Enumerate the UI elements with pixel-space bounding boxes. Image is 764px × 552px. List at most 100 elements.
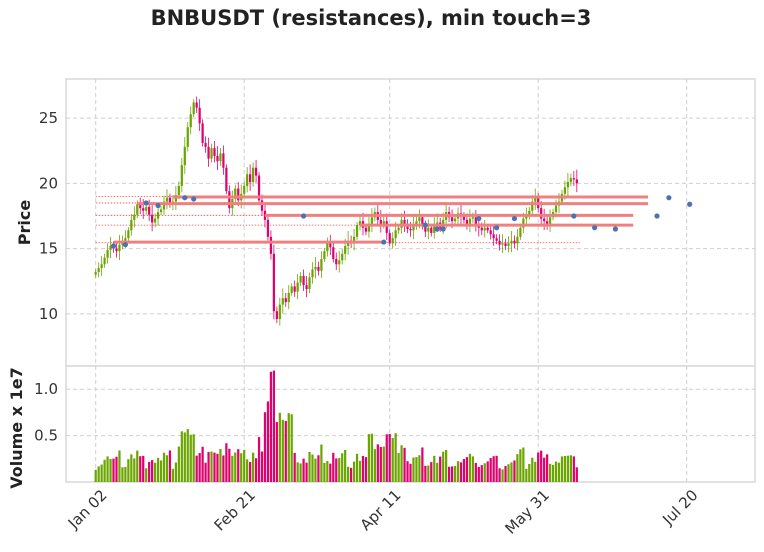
candle-body (246, 174, 249, 186)
candle-body (498, 240, 501, 245)
candle-body (142, 208, 145, 211)
candle-body (180, 165, 183, 186)
volume-bar (492, 456, 495, 482)
candle-body (507, 243, 510, 246)
volume-bar (231, 455, 234, 482)
candle-body (320, 259, 323, 271)
candle-body (385, 221, 388, 233)
volume-bar (308, 451, 311, 482)
volume-bar (266, 401, 270, 482)
candle-body (183, 146, 186, 166)
candle-body (94, 272, 97, 275)
candle-body (305, 285, 308, 290)
candle-body (513, 240, 516, 244)
candle-body (465, 219, 469, 224)
volume-bar (516, 454, 519, 482)
volume-bar (225, 443, 228, 482)
volume-bar (139, 456, 142, 482)
touch-point (612, 226, 619, 232)
candle-body (254, 167, 258, 176)
volume-bar (115, 456, 118, 482)
candle-body (545, 221, 549, 226)
volume-bar (489, 458, 492, 482)
candle-body (100, 264, 103, 269)
volume-bar (551, 464, 555, 482)
volume-bar (228, 448, 231, 482)
volume-bar (177, 446, 180, 482)
candle-body (222, 153, 225, 168)
touch-point (494, 225, 500, 231)
volume-bar (254, 458, 258, 482)
candle-body (489, 230, 492, 235)
volume-bars (94, 370, 578, 482)
volume-bar (338, 458, 341, 482)
candle-body (198, 107, 201, 124)
volume-bar (507, 464, 510, 482)
candle-body (311, 269, 314, 278)
touch-point (110, 243, 117, 249)
candle-body (495, 238, 498, 241)
candle-body (501, 243, 504, 245)
candle-body (296, 282, 299, 292)
candle-body (415, 221, 418, 226)
volume-bar (376, 444, 379, 482)
volume-bar (121, 467, 124, 482)
volume-bar (263, 412, 267, 482)
volume-bar (195, 455, 198, 482)
x-tick-label: Apr 11 (357, 486, 405, 534)
candle-body (352, 236, 356, 244)
candle-body (323, 251, 326, 260)
volume-bar (388, 433, 391, 482)
candle-body (367, 223, 371, 232)
candle-body (427, 227, 430, 232)
candle-body (251, 167, 255, 183)
candle-body (249, 174, 252, 183)
candle-body (436, 222, 439, 224)
volume-bar (548, 463, 552, 482)
x-tick-label: Feb 21 (211, 486, 259, 534)
volume-bar (249, 461, 252, 482)
touch-point (122, 242, 128, 248)
candle-body (281, 298, 284, 305)
volume-bar (243, 449, 246, 482)
candle-body (554, 205, 558, 213)
candle-body (326, 243, 329, 252)
volume-bar (296, 462, 299, 482)
candle-body (139, 204, 142, 209)
candle-body (189, 114, 192, 128)
candle-body (130, 219, 133, 231)
volume-bar (382, 446, 385, 482)
volume-bar (260, 451, 264, 482)
touch-point (182, 195, 188, 201)
volume-bar (192, 434, 195, 482)
volume-bar (569, 455, 572, 482)
volume-bar (355, 453, 359, 482)
volume-bar (320, 444, 323, 482)
candle-body (162, 201, 166, 210)
candle-body (525, 215, 528, 219)
volume-bar (367, 434, 371, 482)
volume-bar (234, 452, 237, 482)
touch-point (571, 213, 577, 219)
candle-body (474, 217, 477, 226)
price-tick-label: 20 (39, 174, 58, 192)
volume-bar (445, 449, 448, 482)
volume-bar (216, 453, 219, 482)
candle-body (278, 304, 281, 320)
volume-bar (335, 458, 338, 482)
candle-body (225, 167, 228, 192)
volume-bar (198, 453, 201, 482)
volume-bar (323, 462, 326, 482)
touch-point (300, 213, 307, 219)
volume-bar (415, 457, 418, 482)
volume-bar (501, 469, 504, 482)
candle-body (462, 215, 466, 220)
volume-bar (349, 467, 353, 482)
volume-bar (168, 450, 172, 482)
volume-bar (210, 451, 213, 482)
volume-bar (554, 461, 558, 482)
candle-body (106, 249, 109, 258)
touch-point (422, 222, 428, 228)
volume-bar (317, 455, 320, 482)
volume-bar (290, 414, 293, 482)
